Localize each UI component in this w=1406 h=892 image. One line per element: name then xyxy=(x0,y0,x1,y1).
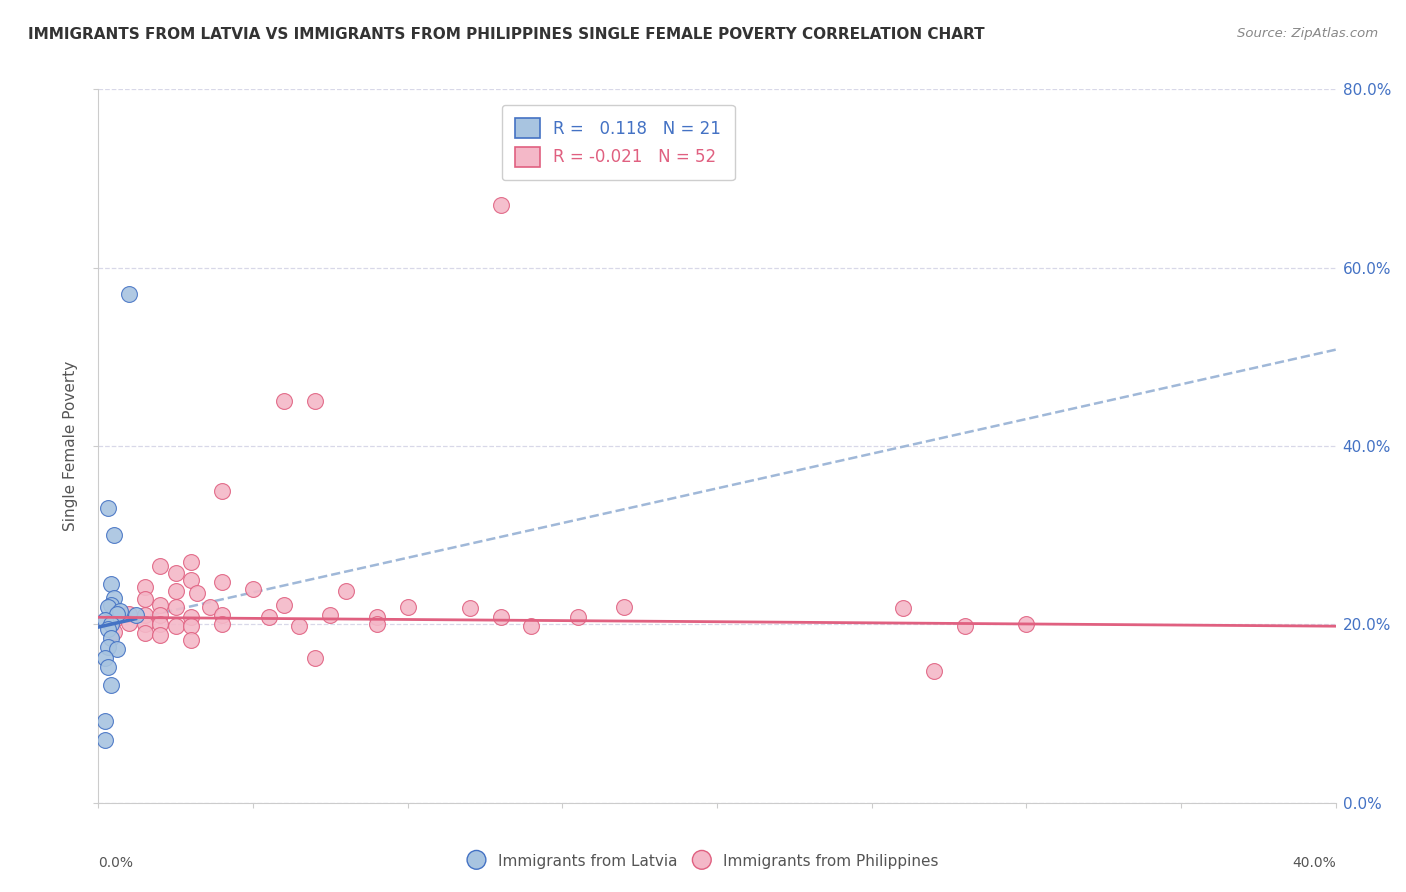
Point xyxy=(118,287,141,301)
Point xyxy=(93,651,115,665)
Point xyxy=(134,580,156,594)
Point xyxy=(97,660,120,674)
Point xyxy=(165,619,187,633)
Point xyxy=(186,586,208,600)
Point xyxy=(165,599,187,614)
Point xyxy=(489,198,512,212)
Point xyxy=(211,608,233,623)
Point xyxy=(211,483,233,498)
Point xyxy=(149,608,172,623)
Point xyxy=(613,599,636,614)
Point xyxy=(103,528,125,542)
Point xyxy=(366,610,388,624)
Legend: Immigrants from Latvia, Immigrants from Philippines: Immigrants from Latvia, Immigrants from … xyxy=(461,847,945,875)
Point xyxy=(97,501,120,516)
Point xyxy=(103,591,125,605)
Legend: R =   0.118   N = 21, R = -0.021   N = 52: R = 0.118 N = 21, R = -0.021 N = 52 xyxy=(502,104,734,180)
Point xyxy=(103,624,125,639)
Point xyxy=(97,640,120,654)
Point xyxy=(149,559,172,574)
Point xyxy=(93,714,115,728)
Point xyxy=(211,574,233,589)
Point xyxy=(100,678,122,692)
Point xyxy=(257,610,280,624)
Point xyxy=(108,604,131,618)
Point xyxy=(458,601,481,615)
Point xyxy=(891,601,914,615)
Point xyxy=(100,617,122,632)
Point xyxy=(180,633,202,648)
Point xyxy=(165,583,187,598)
Point xyxy=(304,394,326,409)
Point xyxy=(134,617,156,632)
Text: Source: ZipAtlas.com: Source: ZipAtlas.com xyxy=(1237,27,1378,40)
Point xyxy=(180,573,202,587)
Text: 0.0%: 0.0% xyxy=(98,855,134,870)
Point xyxy=(489,610,512,624)
Point xyxy=(288,619,311,633)
Point xyxy=(100,631,122,645)
Text: 40.0%: 40.0% xyxy=(1292,855,1336,870)
Point xyxy=(396,599,419,614)
Point xyxy=(93,613,115,627)
Point xyxy=(242,582,264,596)
Point xyxy=(567,610,589,624)
Point xyxy=(165,566,187,580)
Point xyxy=(149,617,172,632)
Point xyxy=(273,394,295,409)
Point xyxy=(922,664,945,678)
Point xyxy=(211,617,233,632)
Point xyxy=(134,592,156,607)
Point xyxy=(1015,617,1038,632)
Y-axis label: Single Female Poverty: Single Female Poverty xyxy=(63,361,77,531)
Point xyxy=(198,599,221,614)
Point xyxy=(124,608,146,623)
Point xyxy=(319,608,342,623)
Point xyxy=(105,642,128,657)
Point xyxy=(366,617,388,632)
Point xyxy=(134,626,156,640)
Point xyxy=(520,619,543,633)
Text: IMMIGRANTS FROM LATVIA VS IMMIGRANTS FROM PHILIPPINES SINGLE FEMALE POVERTY CORR: IMMIGRANTS FROM LATVIA VS IMMIGRANTS FRO… xyxy=(28,27,984,42)
Point xyxy=(118,615,141,630)
Point xyxy=(149,598,172,612)
Point xyxy=(118,607,141,621)
Point xyxy=(103,604,125,618)
Point xyxy=(103,613,125,627)
Point xyxy=(149,628,172,642)
Point xyxy=(97,599,120,614)
Point xyxy=(335,583,357,598)
Point xyxy=(180,619,202,633)
Point xyxy=(100,598,122,612)
Point xyxy=(273,598,295,612)
Point xyxy=(304,651,326,665)
Point xyxy=(105,607,128,621)
Point xyxy=(93,733,115,747)
Point xyxy=(953,619,976,633)
Point xyxy=(97,622,120,636)
Point xyxy=(180,610,202,624)
Point xyxy=(134,608,156,623)
Point xyxy=(180,555,202,569)
Point xyxy=(100,577,122,591)
